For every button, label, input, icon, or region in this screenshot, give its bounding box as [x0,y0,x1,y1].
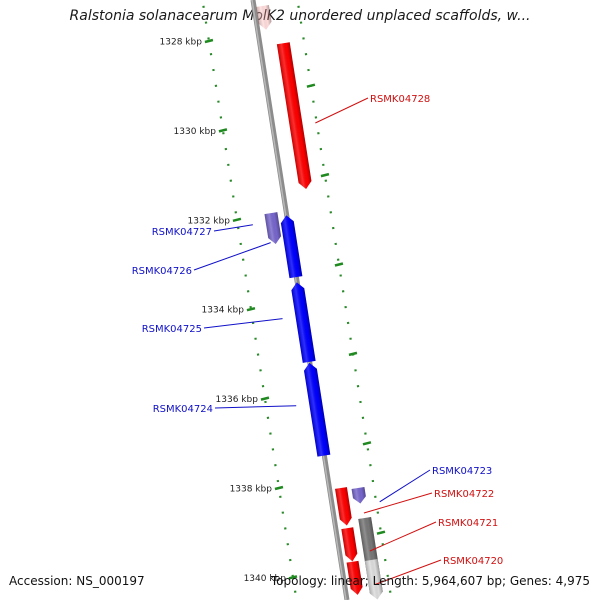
minor-tick [348,351,358,357]
gene-label-rsmk04720[interactable]: RSMK04720 [443,556,503,567]
tick-label: 1340 kbp [244,574,287,584]
gene-label-rsmk04721[interactable]: RSMK04721 [438,518,498,529]
gene-labels: RSMK04728 RSMK04727 RSMK04726 RSMK04725 RSMK… [132,94,503,585]
gene-label-rsmk04722[interactable]: RSMK04722 [434,489,494,500]
major-tick [274,485,284,491]
gene-label-rsmk04728[interactable]: RSMK04728 [370,94,430,105]
gene-rsmk04721-shade [341,527,358,562]
partial-gene-light-shade [364,558,383,600]
major-tick [232,217,242,223]
minor-tick [306,83,316,88]
tick-marks: 1328 kbp 1330 kbp 1332 kbp 1334 kbp 1336 kbp… [160,38,386,584]
left-scale-guide [201,0,298,600]
major-tick [204,38,214,44]
label-leader [193,242,271,271]
label-leader [379,469,431,503]
partial-gene-top-shade [256,4,272,30]
gene-label-rsmk04727[interactable]: RSMK04727 [152,227,212,238]
tick-label: 1330 kbp [174,127,217,137]
gene-rsmk04727[interactable] [264,212,282,245]
gene-rsmk04723-shade [351,486,366,504]
map-title: Ralstonia solanacearum MolK2 unordered u… [69,8,531,24]
label-leader [363,492,433,514]
genome-summary: Topology: linear; Length: 5,964,607 bp; … [270,574,590,588]
gene-rsmk04721[interactable] [341,527,358,562]
partial-gene-light[interactable] [364,558,384,600]
gene-rsmk04724-shade [304,362,331,457]
gene-features [264,42,367,596]
gene-label-rsmk04726[interactable]: RSMK04726 [132,266,192,277]
gene-rsmk04720-shade [346,560,363,595]
gene-rsmk04727-shade [264,212,282,245]
gene-rsmk04728-shade [276,42,312,189]
label-leader [203,318,283,329]
gene-rsmk04725[interactable] [290,281,316,363]
gene-rsmk04722-shade [335,487,352,526]
gene-rsmk04725-shade [291,282,316,363]
gene-label-rsmk04724[interactable]: RSMK04724 [153,404,213,415]
gene-rsmk04723[interactable] [351,486,367,504]
gene-rsmk04726[interactable] [280,214,303,279]
label-leader [369,521,437,552]
gene-rsmk04720[interactable] [346,560,364,596]
major-tick [260,396,270,401]
minor-tick [376,530,386,535]
major-tick [218,128,228,133]
minor-tick [320,172,330,178]
tick-label: 1328 kbp [160,38,203,48]
gene-rsmk04724[interactable] [303,362,331,457]
major-tick [288,575,298,580]
partial-gene-top[interactable] [256,4,273,31]
gene-label-rsmk04723[interactable]: RSMK04723 [432,466,492,477]
label-leader [374,559,442,585]
partial-features [256,4,384,600]
tick-label: 1334 kbp [202,306,245,316]
label-leader [315,97,369,124]
accession-label: Accession: NS_000197 [9,574,145,588]
label-leader [213,224,253,232]
minor-tick [334,262,344,267]
tick-label: 1338 kbp [230,485,273,495]
gene-label-rsmk04725[interactable]: RSMK04725 [142,324,202,335]
tick-label: 1332 kbp [188,216,231,226]
minor-tick [362,441,372,446]
label-leader [214,405,297,409]
gene-rsmk04726-shade [280,215,303,279]
gene-rsmk04722[interactable] [335,487,353,526]
major-tick [246,306,256,312]
gene-rsmk04728[interactable] [276,42,313,190]
tick-label: 1336 kbp [216,395,259,405]
